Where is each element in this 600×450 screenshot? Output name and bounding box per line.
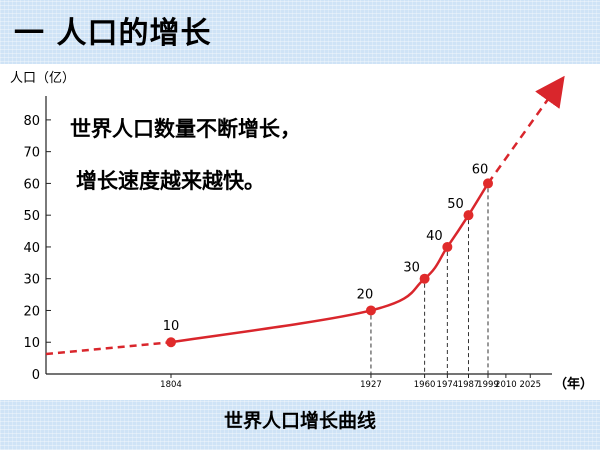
population-curve xyxy=(170,182,490,344)
x-tick-label: 1974 xyxy=(437,380,459,390)
chart-panel: 人口（亿） （年） 0 10 20 30 40 50 60 70 80 1804 1927 1960 197… xyxy=(0,64,600,400)
x-tick-label: 1960 xyxy=(414,380,436,390)
annotation-line-1: 世界人口数量不断增长， xyxy=(70,117,301,141)
x-tick-label: 1804 xyxy=(160,380,182,390)
y-tick-label: 80 xyxy=(23,114,40,129)
annotation-line-2: 增长速度越来越快。 xyxy=(76,169,265,193)
data-label: 50 xyxy=(447,197,464,212)
y-tick-label: 40 xyxy=(23,241,40,256)
x-tick-label: 2010 xyxy=(495,380,517,390)
x-tick-label: 1927 xyxy=(360,380,382,390)
data-point xyxy=(365,305,376,316)
data-point xyxy=(463,210,474,221)
x-tick-label: 1987 xyxy=(458,380,480,390)
data-label: 30 xyxy=(403,261,420,276)
y-tick-label: 60 xyxy=(23,177,40,192)
data-label: 10 xyxy=(163,319,180,334)
data-point xyxy=(442,241,453,252)
curve-projection-arrow xyxy=(486,75,565,185)
chart-caption: 世界人口增长曲线 xyxy=(223,410,376,432)
curve-start-dashed xyxy=(45,340,172,356)
y-tick-label: 70 xyxy=(23,146,40,161)
data-point xyxy=(419,273,430,284)
y-tick-label: 20 xyxy=(23,304,40,319)
population-chart: 人口（亿） （年） 0 10 20 30 40 50 60 70 80 1804 1927 1960 197… xyxy=(10,71,593,392)
x-axis-label: （年） xyxy=(554,376,593,392)
y-tick-label: 10 xyxy=(23,336,40,351)
data-label: 20 xyxy=(357,287,374,302)
x-tick-label: 1999 xyxy=(477,380,499,390)
y-axis-label: 人口（亿） xyxy=(10,71,75,86)
x-tick-label: 2025 xyxy=(519,380,541,390)
y-tick-label: 0 xyxy=(32,368,40,383)
data-point xyxy=(166,337,176,348)
y-tick-label: 30 xyxy=(23,273,40,288)
data-point xyxy=(483,178,493,189)
data-label: 60 xyxy=(472,162,489,177)
y-tick-label: 50 xyxy=(23,209,40,224)
data-label: 40 xyxy=(426,229,443,244)
slide-title: 一 人口的增长 xyxy=(14,16,212,51)
